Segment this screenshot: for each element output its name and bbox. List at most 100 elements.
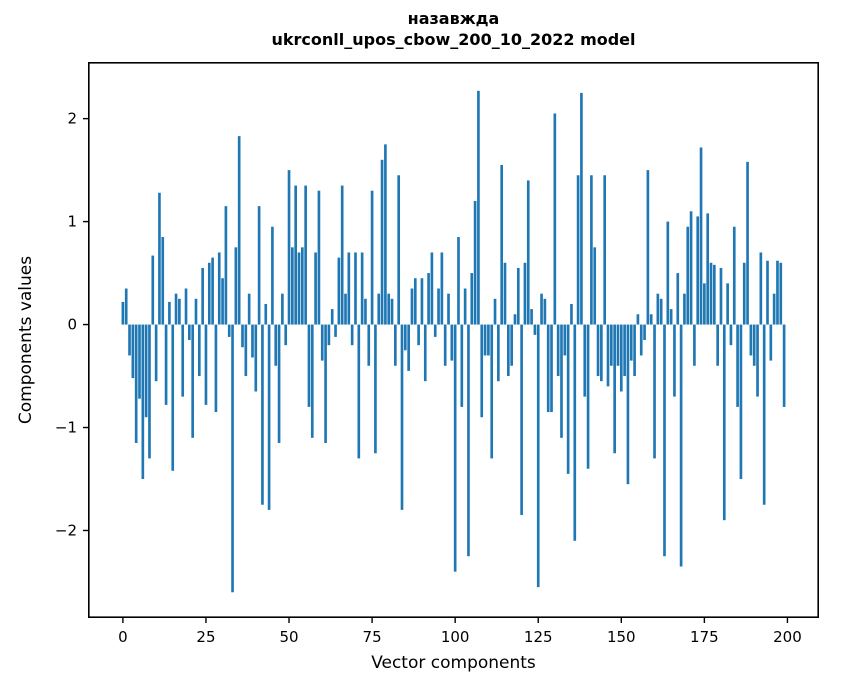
bar — [141, 324, 145, 479]
bar — [526, 180, 530, 325]
axes-frame — [88, 62, 820, 619]
bar — [566, 324, 570, 474]
bar — [144, 324, 148, 418]
bar — [403, 324, 407, 351]
bar — [178, 298, 181, 325]
bar — [241, 324, 244, 348]
bar — [679, 324, 683, 567]
bar — [603, 175, 607, 325]
bar — [430, 252, 434, 325]
bar — [277, 324, 281, 443]
bar — [251, 324, 254, 358]
bar — [669, 309, 673, 325]
bar — [294, 185, 297, 325]
x-tick-label: 175 — [690, 628, 719, 646]
bar — [291, 247, 294, 325]
bar — [257, 206, 261, 325]
bar — [304, 185, 307, 325]
chart-title: назавжда ukrconll_upos_cbow_200_10_2022 … — [88, 8, 819, 50]
bar — [433, 324, 437, 337]
bar — [211, 257, 214, 325]
bar — [500, 164, 504, 325]
bar — [128, 324, 131, 356]
bar — [307, 324, 311, 407]
bar — [619, 324, 623, 392]
bar — [297, 252, 301, 325]
bar — [284, 324, 288, 346]
bar — [659, 298, 663, 325]
bar — [197, 324, 201, 377]
bar — [377, 293, 381, 325]
bar — [510, 324, 513, 366]
bar — [706, 213, 710, 325]
bar — [769, 324, 773, 361]
bar — [639, 324, 643, 356]
bar — [593, 247, 597, 325]
bar — [440, 252, 444, 325]
bar — [470, 273, 474, 325]
bar — [742, 262, 746, 325]
bar — [543, 298, 547, 325]
bar — [207, 262, 211, 325]
bar — [693, 324, 696, 366]
bar — [473, 201, 477, 325]
bar — [762, 324, 766, 505]
y-tick-label: −1 — [55, 419, 77, 437]
bar — [497, 324, 500, 382]
bar — [367, 324, 371, 366]
bar — [370, 190, 374, 325]
y-tick-label: 1 — [67, 213, 77, 231]
bar — [629, 324, 633, 361]
bar — [643, 324, 646, 340]
bar — [247, 293, 251, 325]
y-tick-label: 0 — [67, 316, 77, 334]
bar — [460, 324, 464, 407]
bar — [626, 324, 630, 485]
bar — [191, 324, 194, 438]
y-tick-label: 2 — [67, 110, 77, 128]
bar — [281, 293, 284, 325]
bar — [722, 324, 726, 521]
bar — [699, 147, 703, 325]
bar — [407, 324, 410, 371]
bar — [347, 252, 351, 325]
bar — [739, 324, 743, 479]
x-tick-label: 125 — [524, 628, 553, 646]
bar — [487, 324, 490, 356]
bar — [334, 324, 337, 337]
bar — [410, 288, 414, 325]
bar — [483, 324, 487, 356]
bar — [154, 324, 158, 382]
bar — [546, 324, 550, 413]
bar — [261, 324, 264, 505]
bar — [423, 324, 427, 382]
bar — [201, 267, 204, 325]
bar — [231, 324, 234, 593]
bar — [556, 324, 560, 377]
bar — [719, 267, 723, 325]
bar — [267, 324, 271, 510]
bar — [138, 324, 141, 399]
bar — [520, 324, 523, 516]
bar — [397, 175, 401, 325]
bar — [766, 260, 769, 325]
bar — [683, 293, 686, 325]
bar — [676, 273, 680, 325]
bar — [536, 324, 540, 588]
bar — [490, 324, 494, 459]
bar — [576, 175, 580, 325]
bar — [513, 314, 517, 325]
bar — [563, 324, 567, 356]
bar — [516, 267, 520, 325]
bar — [437, 288, 440, 325]
bar — [590, 175, 593, 325]
bar — [194, 298, 198, 325]
bar — [663, 324, 666, 557]
bar — [354, 252, 357, 325]
bar — [493, 298, 497, 325]
bar — [121, 301, 125, 325]
bar — [237, 136, 241, 325]
bar — [666, 221, 670, 325]
bar — [360, 252, 364, 325]
